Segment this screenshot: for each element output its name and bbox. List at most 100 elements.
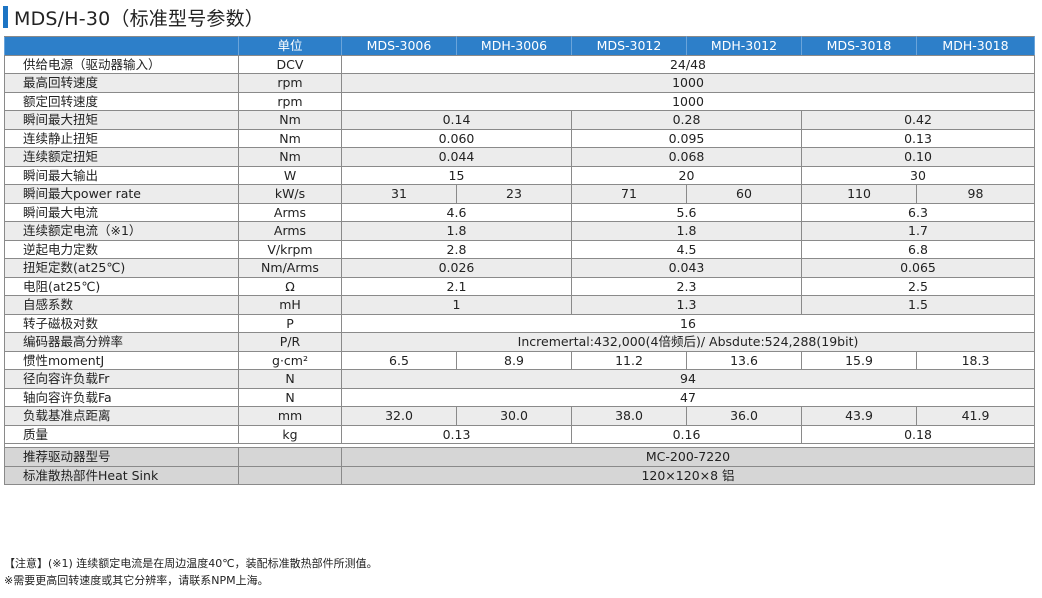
row-value: 0.068 — [571, 147, 802, 167]
row-value: 24/48 — [341, 54, 1035, 74]
row-value: 30 — [801, 165, 1035, 185]
row-value: MC-200-7220 — [341, 447, 1035, 467]
note-line: 【注意】(※1) 连续额定电流是在周边温度40℃，装配标准散热部件所测值。 — [4, 557, 378, 570]
row-value: 5.6 — [571, 202, 802, 222]
row-label: 瞬间最大输出 — [4, 165, 239, 185]
row-unit: N — [238, 387, 342, 407]
row-label: 连续额定电流（※1） — [4, 221, 239, 241]
table-row: 逆起电力定数 V/krpm 2.8 4.5 6.8 — [4, 239, 1035, 259]
row-label: 径向容许负载Fr — [4, 369, 239, 389]
table-row: 连续额定扭矩 Nm 0.044 0.068 0.10 — [4, 147, 1035, 167]
table-row: 最高回转速度 rpm 1000 — [4, 73, 1035, 93]
row-value: 0.10 — [801, 147, 1035, 167]
row-value: 18.3 — [916, 350, 1035, 370]
row-value: 1000 — [341, 91, 1035, 111]
row-value: 0.16 — [571, 424, 802, 444]
table-row: 轴向容许负载Fa N 47 — [4, 387, 1035, 407]
row-value: 0.13 — [801, 128, 1035, 148]
row-value: 1 — [341, 295, 572, 315]
row-unit: Nm — [238, 110, 342, 130]
row-value: 6.8 — [801, 239, 1035, 259]
row-label: 供给电源（驱动器输入） — [4, 54, 239, 74]
table-row: 扭矩定数(at25℃) Nm/Arms 0.026 0.043 0.065 — [4, 258, 1035, 278]
row-label: 连续静止扭矩 — [4, 128, 239, 148]
row-unit: kg — [238, 424, 342, 444]
table-row: 转子磁极对数 P 16 — [4, 313, 1035, 333]
row-value: 1.7 — [801, 221, 1035, 241]
header-model: MDS-3018 — [801, 36, 917, 56]
header-model: MDS-3012 — [571, 36, 687, 56]
row-value: 98 — [916, 184, 1035, 204]
row-unit: g·cm² — [238, 350, 342, 370]
row-value: 11.2 — [571, 350, 687, 370]
table-row: 连续静止扭矩 Nm 0.060 0.095 0.13 — [4, 128, 1035, 148]
row-label: 电阻(at25℃) — [4, 276, 239, 296]
table-row: 瞬间最大输出 W 15 20 30 — [4, 165, 1035, 185]
row-label: 瞬间最大power rate — [4, 184, 239, 204]
row-value: 1.8 — [341, 221, 572, 241]
row-value: 0.42 — [801, 110, 1035, 130]
row-value: 13.6 — [686, 350, 802, 370]
row-value: 0.026 — [341, 258, 572, 278]
row-value: 0.14 — [341, 110, 572, 130]
row-label: 转子磁极对数 — [4, 313, 239, 333]
row-value: 120×120×8 铝 — [341, 465, 1035, 485]
row-value: 0.18 — [801, 424, 1035, 444]
row-value: 2.8 — [341, 239, 572, 259]
row-value: 31 — [341, 184, 457, 204]
row-unit: Nm/Arms — [238, 258, 342, 278]
row-value: 15.9 — [801, 350, 917, 370]
row-unit: Arms — [238, 221, 342, 241]
row-value: 38.0 — [571, 406, 687, 426]
table-row: 瞬间最大power rate kW/s 31 23 71 60 110 98 — [4, 184, 1035, 204]
row-value: 2.5 — [801, 276, 1035, 296]
header-model: MDH-3006 — [456, 36, 572, 56]
row-label: 瞬间最大扭矩 — [4, 110, 239, 130]
row-unit: Ω — [238, 276, 342, 296]
title-accent-bar — [3, 6, 8, 28]
row-unit: rpm — [238, 91, 342, 111]
row-value: 71 — [571, 184, 687, 204]
row-value: 1.3 — [571, 295, 802, 315]
row-label: 瞬间最大电流 — [4, 202, 239, 222]
row-value: 1000 — [341, 73, 1035, 93]
row-unit: mm — [238, 406, 342, 426]
row-value: 32.0 — [341, 406, 457, 426]
row-value: 110 — [801, 184, 917, 204]
row-value: 0.065 — [801, 258, 1035, 278]
row-label: 连续额定扭矩 — [4, 147, 239, 167]
header-unit: 单位 — [238, 36, 342, 56]
row-value: 20 — [571, 165, 802, 185]
row-value: 2.1 — [341, 276, 572, 296]
row-value: 41.9 — [916, 406, 1035, 426]
table-row: 额定回转速度 rpm 1000 — [4, 91, 1035, 111]
row-value: 4.6 — [341, 202, 572, 222]
row-label: 扭矩定数(at25℃) — [4, 258, 239, 278]
header-model: MDS-3006 — [341, 36, 457, 56]
row-unit: kW/s — [238, 184, 342, 204]
row-label: 轴向容许负载Fa — [4, 387, 239, 407]
row-value: 0.28 — [571, 110, 802, 130]
row-label: 惯性momentJ — [4, 350, 239, 370]
row-unit: DCV — [238, 54, 342, 74]
row-unit: mH — [238, 295, 342, 315]
row-label: 标准散热部件Heat Sink — [4, 465, 239, 485]
table-row: 负载基准点距离 mm 32.0 30.0 38.0 36.0 43.9 41.9 — [4, 406, 1035, 426]
table-row: 瞬间最大电流 Arms 4.6 5.6 6.3 — [4, 202, 1035, 222]
notes: 【注意】(※1) 连续额定电流是在周边温度40℃，装配标准散热部件所测值。 ※需… — [4, 555, 378, 589]
row-unit: V/krpm — [238, 239, 342, 259]
table-row: 编码器最高分辨率 P/R Incremertal:432,000(4倍频后)/ Ab… — [4, 332, 1035, 352]
row-value: 0.060 — [341, 128, 572, 148]
page-title-block: MDS/H-30（标准型号参数） — [3, 4, 264, 30]
row-unit — [238, 465, 342, 485]
row-value: Incremertal:432,000(4倍频后)/ Absdute:524,2… — [341, 332, 1035, 352]
row-label: 编码器最高分辨率 — [4, 332, 239, 352]
row-label: 额定回转速度 — [4, 91, 239, 111]
table-row: 供给电源（驱动器输入） DCV 24/48 — [4, 54, 1035, 74]
row-value: 23 — [456, 184, 572, 204]
table-row: 自感系数 mH 1 1.3 1.5 — [4, 295, 1035, 315]
row-unit: rpm — [238, 73, 342, 93]
row-value: 0.095 — [571, 128, 802, 148]
table-row: 连续额定电流（※1） Arms 1.8 1.8 1.7 — [4, 221, 1035, 241]
table-row: 标准散热部件Heat Sink 120×120×8 铝 — [4, 465, 1035, 485]
